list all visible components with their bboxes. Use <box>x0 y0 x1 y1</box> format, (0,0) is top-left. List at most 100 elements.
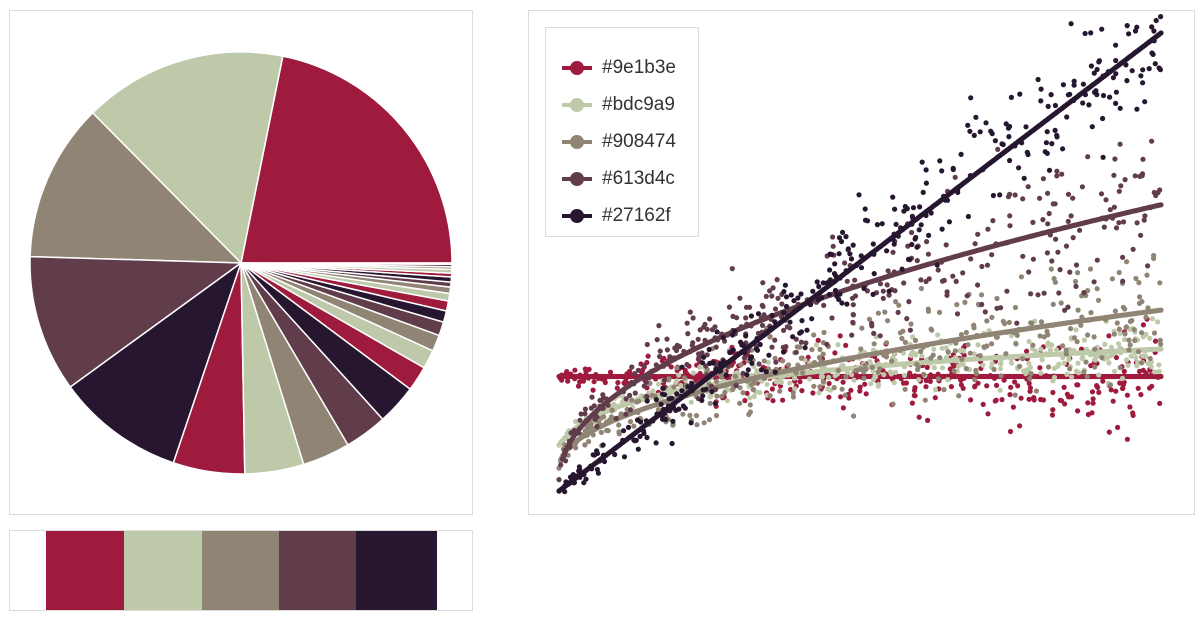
scatter-point <box>954 302 960 308</box>
scatter-point <box>574 473 580 479</box>
scatter-point <box>906 299 912 305</box>
chart-legend: #9e1b3e #bdc9a9 #908474 #613d4c #27162f <box>545 27 699 237</box>
scatter-point <box>853 368 859 374</box>
scatter-point <box>1077 227 1083 233</box>
scatter-point <box>1099 355 1105 361</box>
scatter-point <box>895 309 901 315</box>
scatter-point <box>738 362 744 368</box>
scatter-point <box>981 344 987 350</box>
scatter-point <box>720 334 726 341</box>
scatter-point <box>931 346 937 352</box>
scatter-point <box>959 356 965 362</box>
scatter-point <box>843 342 849 348</box>
scatter-point <box>1063 243 1070 249</box>
scatter-point <box>997 387 1003 393</box>
scatter-point <box>792 375 798 381</box>
scatter-point <box>1102 317 1109 323</box>
scatter-point <box>712 400 718 406</box>
scatter-point <box>891 241 897 247</box>
legend-item: #613d4c <box>562 167 675 191</box>
scatter-point <box>734 370 740 376</box>
scatter-point <box>730 386 736 393</box>
scatter-point <box>774 277 780 283</box>
scatter-point <box>693 345 699 351</box>
scatter-point <box>1132 337 1138 344</box>
scatter-point <box>1148 372 1154 378</box>
legend-marker <box>562 204 592 228</box>
legend-item: #bdc9a9 <box>562 93 675 117</box>
scatter-point <box>803 340 809 346</box>
scatter-point <box>1059 171 1065 177</box>
scatter-point <box>1025 151 1031 158</box>
scatter-point <box>601 458 608 465</box>
scatter-point <box>674 391 680 397</box>
scatter-point <box>1068 326 1074 332</box>
scatter-point <box>884 350 890 356</box>
palette-swatch <box>356 531 437 610</box>
scatter-point <box>766 352 772 358</box>
scatter-point <box>817 384 823 390</box>
scatter-point <box>909 400 915 406</box>
scatter-point <box>667 408 673 414</box>
scatter-point <box>1044 129 1050 135</box>
scatter-point <box>861 285 867 291</box>
scatter-point <box>1123 357 1130 363</box>
scatter-point <box>890 401 896 407</box>
scatter-point <box>764 381 770 387</box>
scatter-point <box>653 440 659 446</box>
scatter-point <box>737 295 743 301</box>
scatter-point <box>713 378 720 384</box>
scatter-point <box>718 362 724 368</box>
scatter-point <box>1113 225 1120 231</box>
scatter-point <box>632 371 638 377</box>
scatter-point <box>1079 355 1085 361</box>
scatter-point <box>592 416 598 422</box>
scatter-point <box>1113 71 1119 77</box>
scatter-point <box>1116 188 1122 194</box>
scatter-point <box>1054 168 1060 174</box>
scatter-point <box>1026 396 1032 402</box>
scatter-point <box>1004 329 1010 335</box>
scatter-point <box>1149 24 1155 30</box>
scatter-point <box>623 411 629 417</box>
scatter-point <box>627 419 634 425</box>
scatter-point <box>653 376 659 382</box>
scatter-point <box>1028 291 1034 297</box>
scatter-point <box>1144 272 1150 278</box>
scatter-point <box>935 332 941 338</box>
scatter-point <box>607 369 614 375</box>
scatter-point <box>687 412 693 418</box>
scatter-point <box>676 406 682 412</box>
scatter-point <box>968 95 974 101</box>
scatter-point <box>661 377 667 383</box>
scatter-point <box>1080 100 1086 106</box>
scatter-point <box>659 391 666 397</box>
scatter-point <box>1139 173 1145 179</box>
scatter-point <box>561 436 567 442</box>
scatter-point <box>979 292 985 298</box>
scatter-point <box>968 397 974 403</box>
scatter-point <box>1055 249 1061 255</box>
scatter-point <box>1073 283 1079 289</box>
scatter-point <box>621 454 628 460</box>
scatter-point <box>902 386 908 392</box>
scatter-point <box>1142 99 1148 105</box>
scatter-point <box>663 416 669 423</box>
scatter-point <box>934 262 940 268</box>
scatter-point <box>850 312 856 318</box>
scatter-point <box>755 311 762 317</box>
scatter-point <box>1124 436 1130 442</box>
scatter-point <box>1054 134 1060 140</box>
scatter-point <box>701 354 707 360</box>
scatter-point <box>750 387 756 393</box>
scatter-point <box>907 327 913 333</box>
scatter-point <box>944 197 951 203</box>
scatter-point <box>1006 319 1012 325</box>
scatter-point <box>749 376 755 382</box>
pie-chart <box>29 51 453 475</box>
palette-swatch <box>124 531 202 610</box>
scatter-point <box>910 215 916 221</box>
scatter-point <box>783 344 789 350</box>
scatter-point <box>641 383 647 389</box>
scatter-point <box>1094 383 1100 389</box>
